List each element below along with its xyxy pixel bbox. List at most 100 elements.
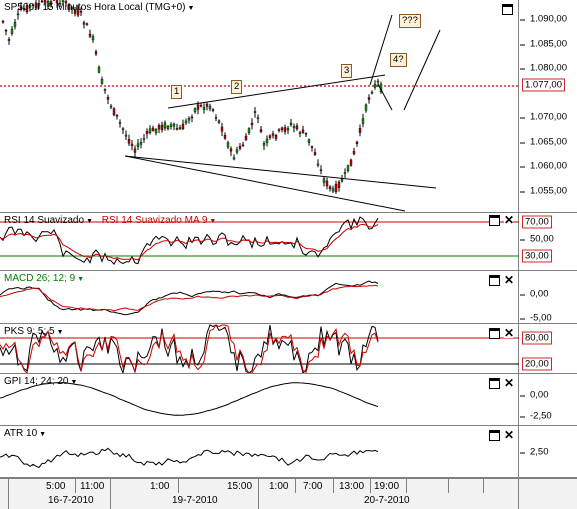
pks-title[interactable]: PKS 9; 5; 5▼ [4, 326, 64, 337]
time-label: 11:00 [80, 481, 104, 492]
date-label: 16-7-2010 [48, 495, 94, 506]
pks-chart-svg [0, 324, 519, 374]
gpi-title[interactable]: GPI 14; 24; 20▼ [4, 376, 77, 387]
candle-body [260, 129, 262, 131]
maximize-icon[interactable] [489, 328, 500, 339]
wave-label-3[interactable]: 3 [341, 64, 352, 78]
pks-pane[interactable]: PKS 9; 5; 5▼ ✕ 80,00 20,00 [0, 324, 577, 374]
atr-pane[interactable]: ATR 10▼ ✕ 2,50 [0, 426, 577, 478]
candle-body [242, 145, 244, 146]
rsi-pane[interactable]: RSI 14 Suavizado▼ RSI 14 Suavizado MA 9▼… [0, 213, 577, 271]
macd-level: -5,00 [530, 313, 552, 324]
rsi-level: 30,00 [522, 250, 552, 263]
rsi-plot[interactable]: RSI 14 Suavizado▼ RSI 14 Suavizado MA 9▼ [0, 213, 519, 270]
candle-body [239, 146, 241, 148]
candle-body [113, 109, 115, 115]
chevron-down-icon[interactable]: ▼ [209, 218, 216, 225]
candle-body [182, 124, 184, 129]
time-separator [370, 479, 371, 493]
indicator-line [0, 224, 378, 259]
atr-level: 2,50 [530, 447, 549, 458]
date-separator [258, 493, 259, 509]
time-axis[interactable]: 5:00 11:00 1:00 15:00 1:00 7:00 13:00 19… [0, 478, 577, 509]
candle-body [155, 129, 157, 133]
candle-body [86, 24, 88, 25]
wave-label-5[interactable]: ??? [399, 14, 421, 28]
candle-body [314, 152, 316, 154]
candle-body [158, 125, 160, 129]
candle-body [164, 123, 166, 128]
chart-title-label: SP500.I 15 Minutos Hora Local (TMG+0) [4, 2, 185, 13]
gpi-level: -2,50 [530, 411, 552, 422]
maximize-icon[interactable] [489, 275, 500, 286]
wave-label-1[interactable]: 1 [171, 85, 182, 99]
candle-body [251, 123, 253, 125]
chart-title[interactable]: SP500.I 15 Minutos Hora Local (TMG+0)▼ [4, 2, 194, 13]
projection-line [378, 84, 392, 110]
maximize-icon[interactable] [489, 215, 500, 226]
chevron-down-icon[interactable]: ▼ [86, 218, 93, 225]
candle-body [170, 125, 172, 127]
candle-body [368, 98, 370, 100]
close-icon[interactable]: ✕ [504, 379, 513, 388]
pks-plot[interactable]: PKS 9; 5; 5▼ [0, 324, 519, 373]
wave-label-4[interactable]: 4? [390, 53, 407, 67]
candle-body [218, 121, 220, 123]
rsi-axis: 70,00 50,00 30,00 [520, 213, 577, 270]
rsi-ma-title-label: RSI 14 Suavizado MA 9 [102, 215, 208, 226]
candle-body [227, 143, 229, 147]
pks-level: 80,00 [522, 332, 552, 345]
chevron-down-icon[interactable]: ▼ [187, 5, 194, 12]
close-icon[interactable]: ✕ [504, 276, 513, 285]
rsi-title[interactable]: RSI 14 Suavizado▼ RSI 14 Suavizado MA 9▼ [4, 215, 216, 226]
chevron-down-icon[interactable]: ▼ [71, 379, 78, 386]
chevron-down-icon[interactable]: ▼ [57, 329, 64, 336]
gpi-plot[interactable]: GPI 14; 24; 20▼ [0, 374, 519, 425]
candle-body [341, 179, 343, 181]
atr-title[interactable]: ATR 10▼ [4, 428, 46, 439]
candle-body [281, 128, 283, 130]
wave-label-2[interactable]: 2 [231, 80, 242, 94]
date-separator [518, 493, 519, 509]
candle-body [263, 143, 265, 145]
projection-line [370, 15, 392, 85]
candle-body [104, 89, 106, 90]
close-icon[interactable]: ✕ [504, 216, 513, 225]
price-level: 1.055,00 [530, 186, 567, 197]
gpi-level: 0,00 [530, 390, 549, 401]
macd-pane[interactable]: MACD 26; 12; 9▼ ✕ 0,00 -5,00 [0, 271, 577, 324]
candle-body [356, 142, 358, 144]
close-icon[interactable]: ✕ [504, 329, 513, 338]
candle-body [308, 140, 310, 143]
price-pane[interactable]: SP500.I 15 Minutos Hora Local (TMG+0)▼ 1… [0, 0, 577, 213]
candle-body [122, 129, 124, 130]
time-separator [178, 479, 179, 493]
candle-body [167, 126, 169, 129]
date-label: 19-7-2010 [172, 495, 218, 506]
candle-body [212, 110, 214, 111]
candle-body [185, 121, 187, 123]
candle-body [332, 189, 334, 191]
macd-plot[interactable]: MACD 26; 12; 9▼ [0, 271, 519, 323]
price-plot[interactable]: SP500.I 15 Minutos Hora Local (TMG+0)▼ 1… [0, 0, 519, 212]
chevron-down-icon[interactable]: ▼ [39, 431, 46, 438]
time-label: 1:00 [269, 481, 288, 492]
maximize-icon[interactable] [489, 378, 500, 389]
atr-chart-svg [0, 426, 519, 478]
candle-body [347, 166, 349, 171]
candle-body [317, 164, 319, 165]
price-pane-buttons [498, 4, 513, 15]
maximize-icon[interactable] [489, 430, 500, 441]
candle-body [302, 130, 304, 133]
atr-plot[interactable]: ATR 10▼ [0, 426, 519, 477]
candle-body [179, 127, 181, 128]
maximize-icon[interactable] [502, 4, 513, 15]
candle-body [272, 134, 274, 136]
candle-body [161, 125, 163, 130]
candle-body [119, 122, 121, 123]
gpi-pane[interactable]: GPI 14; 24; 20▼ ✕ 0,00 -2,50 [0, 374, 577, 426]
candle-body [236, 150, 238, 152]
chevron-down-icon[interactable]: ▼ [77, 276, 84, 283]
macd-title[interactable]: MACD 26; 12; 9▼ [4, 273, 84, 284]
close-icon[interactable]: ✕ [504, 431, 513, 440]
